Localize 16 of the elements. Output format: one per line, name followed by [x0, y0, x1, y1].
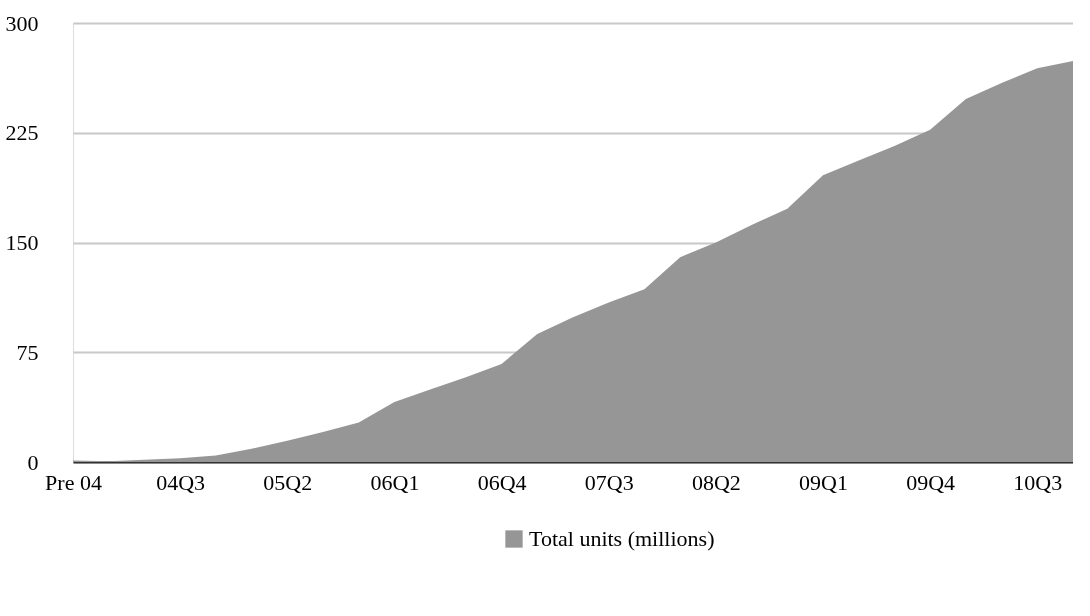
x-tick-label: Pre 04 — [45, 469, 102, 495]
x-tick-label: 09Q4 — [906, 469, 956, 495]
y-tick-label: 300 — [5, 10, 39, 36]
x-tick-label: 06Q1 — [370, 469, 420, 495]
x-tick-label: 07Q3 — [584, 469, 634, 495]
y-tick-label: 75 — [16, 339, 39, 365]
x-tick-label: 06Q4 — [477, 469, 527, 495]
y-tick-label: 150 — [5, 230, 39, 255]
x-tick-label: 04Q3 — [156, 469, 206, 495]
y-tick-label: 225 — [5, 120, 39, 146]
y-tick-label: 0 — [27, 449, 39, 475]
x-tick-label: 05Q2 — [263, 469, 313, 495]
legend-label: Total units (millions) — [529, 526, 715, 551]
x-tick-label: 08Q2 — [691, 469, 741, 495]
x-tick-label: 10Q3 — [1013, 469, 1063, 495]
x-tick-label: 09Q1 — [799, 469, 848, 495]
